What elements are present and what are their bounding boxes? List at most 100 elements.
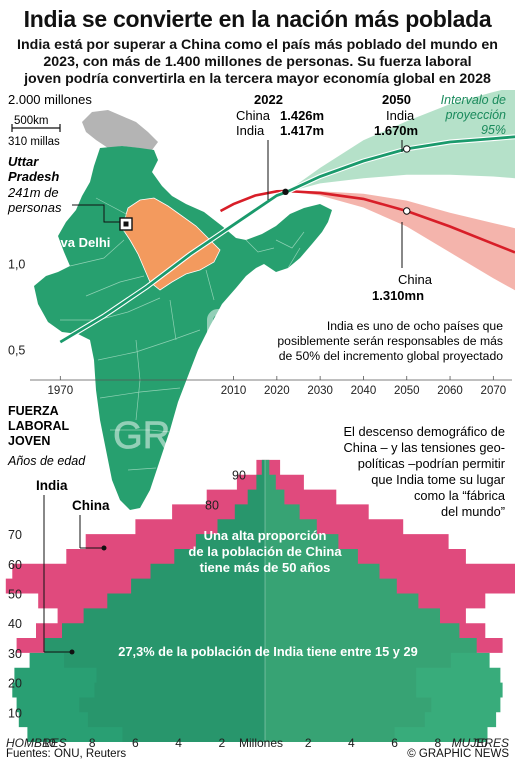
china-2022-value: 1.426m: [280, 108, 324, 123]
china-population-line: [219, 189, 515, 254]
china-50-note-2: de la población de China: [188, 544, 342, 559]
pyramid-x-unit: Millones: [239, 736, 283, 750]
pyramid-x-axis: 10 8 6 4 2 2 4 6 8 10 Millones HOMBRES MUJERES: [6, 736, 509, 750]
pyramid-x-tick-right: 2: [305, 736, 312, 750]
watermark: GRAPHIC NEWS: [113, 309, 411, 457]
pyramid-x-tick-right: 10: [474, 736, 488, 750]
india-2022-value: 1.417m: [280, 123, 324, 138]
descenso-note-4: que India tome su lugar: [371, 472, 505, 487]
age-tick-label: 60: [8, 558, 22, 572]
india-pyramid-bars: [12, 459, 503, 742]
china-50-note-1: Una alta proporción: [204, 528, 327, 543]
footer-source: Fuentes: ONU, Reuters: [6, 748, 127, 760]
chart-annotations: [282, 145, 411, 215]
pyramid-x-tick-left: 4: [175, 736, 182, 750]
map-labels: 2.000 millones 500km 310 millas Uttar Pr…: [7, 92, 120, 250]
china-2050-label: China: [398, 272, 433, 287]
watermark-text: GRAPHIC NEWS: [113, 415, 411, 457]
mujeres-label: MUJERES: [452, 736, 509, 750]
point-india-2050: [403, 145, 411, 153]
india-mainland: [34, 146, 332, 510]
india-2050-label: India: [386, 108, 415, 123]
india-male-bars: [12, 459, 265, 742]
age-tick-label: 50: [8, 588, 22, 602]
region-name-2: Pradesh: [8, 169, 59, 184]
subtitle-line: 2023, con más de 1.400 millones de perso…: [43, 54, 472, 70]
china-projection-band: [285, 191, 515, 291]
annotations-top: 2022 China 1.426m India 1.417m 2050 Indi…: [236, 92, 506, 363]
subtitle-line: India está por superar a China como el p…: [17, 37, 498, 53]
descenso-note-2: China – y las tensiones geo-: [344, 440, 505, 455]
fuerza-label-3: JOVEN: [8, 434, 50, 448]
descenso-note-1: El descenso demográfico de: [344, 424, 505, 439]
age-axis-title: Años de edad: [7, 454, 86, 468]
age-tick-label: 90: [232, 469, 246, 483]
x-tick-label: 2040: [351, 385, 377, 397]
india-2022-label: India: [236, 123, 265, 138]
uttar-pradesh: [121, 197, 221, 291]
pyramid-x-tick-right: 6: [391, 736, 398, 750]
population-line-chart: 1970 2010 2020 2030 2040 2050 2060 2070 1,0 0,5: [8, 90, 515, 397]
y-top-label: 2.000 millones: [8, 92, 92, 107]
x-tick-label: 2030: [307, 385, 333, 397]
y-tick-label: 0,5: [8, 344, 25, 358]
point-china-2050: [403, 207, 411, 215]
kashmir-region: [82, 110, 158, 150]
age-tick-label: 40: [8, 617, 22, 631]
india-1529-note: 27,3% de la población de India tiene ent…: [118, 644, 417, 659]
pyramid-x-tick-left: 6: [132, 736, 139, 750]
interval-label-3: 95%: [481, 123, 506, 137]
pyramid-x-tick-left: 8: [89, 736, 96, 750]
region-population-2: personas: [7, 200, 62, 215]
page-title: India se convierte en la nación más pobl…: [23, 6, 492, 32]
fuerza-label-2: LABORAL: [8, 419, 69, 433]
capital-label: Nueva Delhi: [36, 235, 110, 250]
fuerza-label-1: FUERZA: [8, 404, 59, 418]
year-2022-label: 2022: [254, 92, 283, 107]
pyramid-x-tick-left: 2: [218, 736, 225, 750]
page-subtitle: India está por superar a China como el p…: [4, 37, 511, 88]
pyramid-x-tick-right: 8: [434, 736, 441, 750]
descenso-note-6: del mundo”: [441, 504, 505, 519]
x-tick-label: 2070: [481, 385, 507, 397]
x-axis: 1970 2010 2020 2030 2040 2050 2060 2070: [30, 376, 512, 397]
china-50-note-3: tiene más de 50 años: [200, 560, 331, 575]
india-map: [34, 110, 332, 510]
descenso-note-5: como la “fábrica: [414, 488, 506, 503]
y-axis: 1,0 0,5: [8, 257, 25, 357]
age-tick-label: 70: [8, 528, 22, 542]
region-population: 241m de: [7, 185, 59, 200]
china-2050-value: 1.310mn: [372, 288, 424, 303]
hombres-label: HOMBRES: [6, 736, 67, 750]
y-tick-label: 1,0: [8, 257, 25, 271]
x-tick-label: 2050: [394, 385, 420, 397]
pyramid-india-label: India: [36, 478, 68, 493]
age-tick-label: 80: [205, 498, 219, 512]
interval-label-2: proyección: [445, 108, 506, 122]
x-tick-label: 2020: [264, 385, 290, 397]
india-female-bars: [265, 459, 503, 742]
map-scale-miles: 310 millas: [8, 136, 60, 148]
population-pyramid: 10 20 30 40 50 60 70 80 90 10 8 6 4 2 2 4 6 8 10 Millones H…: [5, 459, 515, 750]
x-tick-label: 2010: [221, 385, 247, 397]
x-tick-label: 1970: [48, 385, 74, 397]
year-2050-label: 2050: [382, 92, 411, 107]
china-2022-label: China: [236, 108, 271, 123]
point-2022: [282, 188, 289, 196]
footer-brand: © GRAPHIC NEWS: [407, 748, 509, 760]
ocho-paises-note-3: de 50% del incremento global proyectado: [279, 349, 503, 363]
pyramid-china-label: China: [72, 498, 110, 513]
age-tick-label: 20: [8, 677, 22, 691]
annotations-bottom: FUERZA LABORAL JOVEN Años de edad India …: [7, 404, 506, 659]
interval-label-1: Intervalo de: [441, 93, 506, 107]
pyramid-x-tick-right: 4: [348, 736, 355, 750]
x-tick-label: 2060: [437, 385, 463, 397]
pyramid-age-axis: 10 20 30 40 50 60 70 80 90: [8, 469, 246, 721]
ocho-paises-note-2: posiblemente serán responsables de más: [277, 334, 503, 348]
region-name: Uttar: [8, 154, 39, 169]
pyramid-x-tick-left: 10: [42, 736, 56, 750]
ocho-paises-note-1: India es uno de ocho países que: [327, 319, 503, 333]
map-scale-km: 500km: [14, 115, 49, 127]
age-tick-label: 30: [8, 647, 22, 661]
